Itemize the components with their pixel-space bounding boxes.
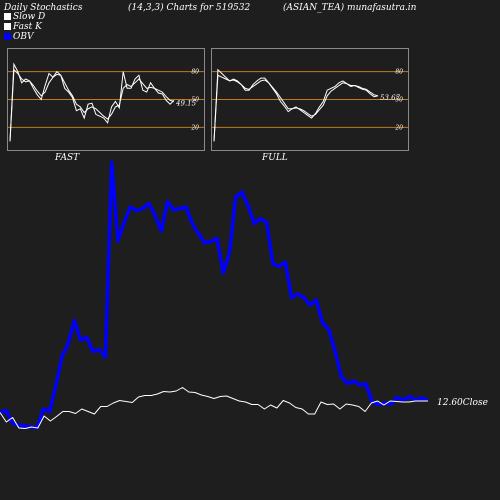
full-tick-label-20: 20	[394, 124, 403, 131]
legend-label-obv: OBV	[13, 32, 34, 42]
legend-swatch-fast-k-icon	[4, 23, 11, 30]
fast-last-value-label: 49.15	[175, 99, 197, 107]
legend: Slow D Fast K OBV	[4, 12, 45, 42]
fast-panel-label: FAST	[55, 153, 80, 163]
full-stoch-chart: 80 50 20 53.67	[212, 68, 408, 142]
close-suffix: Close	[463, 398, 488, 408]
fast-series-line-0	[9, 62, 175, 142]
fast-tick-label-20: 20	[190, 124, 199, 131]
legend-label-slow-d: Slow D	[13, 12, 46, 22]
obv-line	[0, 160, 429, 430]
legend-swatch-slow-d-icon	[4, 13, 11, 20]
full-panel-label: FULL	[262, 153, 288, 163]
full-series-line-1	[213, 74, 379, 142]
legend-item-slow-d: Slow D	[4, 12, 45, 22]
price-line	[0, 387, 428, 429]
chart-title: Daily Stochastics	[4, 3, 83, 13]
legend-swatch-obv-icon	[4, 33, 11, 40]
fast-tick-label-50: 50	[191, 97, 199, 104]
fast-tick-label-80: 80	[191, 69, 199, 76]
legend-item-fast-k: Fast K	[4, 22, 45, 32]
fast-stoch-chart: 80 50 20 49.15	[8, 62, 204, 142]
full-tick-label-80: 80	[395, 69, 403, 76]
full-series-line-0	[213, 68, 379, 142]
fast-series-line-1	[9, 68, 175, 142]
chart-params: (14,3,3) Charts for 519532	[128, 3, 251, 13]
chart-symbol: (ASIAN_TEA) munafasutra.in	[283, 3, 417, 13]
close-value: 12.60	[437, 398, 463, 408]
full-stoch-panel: 80 50 20 53.67	[211, 48, 409, 151]
fast-stoch-panel: 80 50 20 49.15	[7, 48, 205, 151]
close-price-label: 12.60Close	[437, 398, 488, 408]
full-last-value-label: 53.67	[380, 94, 401, 102]
legend-label-fast-k: Fast K	[13, 22, 42, 32]
legend-item-obv: OBV	[4, 32, 45, 42]
full-tick-label-50: 50	[395, 97, 403, 104]
